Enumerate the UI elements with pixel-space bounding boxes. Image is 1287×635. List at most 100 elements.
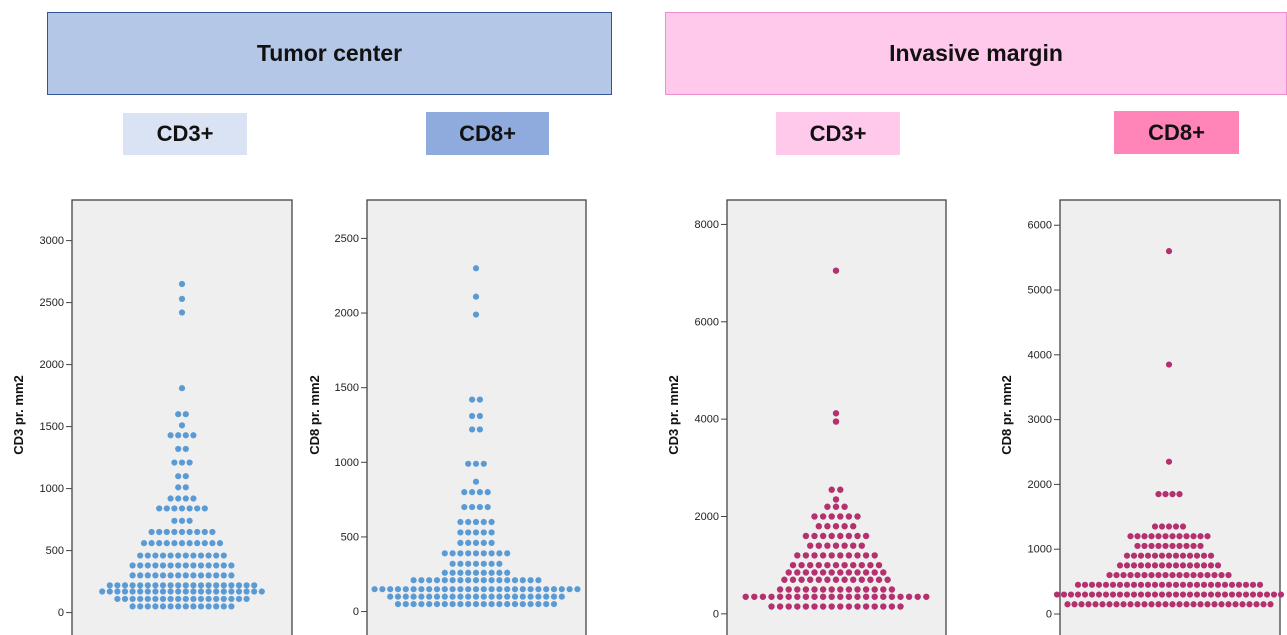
data-point (862, 603, 870, 610)
marker-tag-label: CD8+ (1148, 119, 1205, 145)
marker-tag-label: CD8+ (459, 120, 516, 146)
data-point (472, 518, 480, 526)
data-point (167, 552, 174, 559)
data-point (1207, 581, 1215, 588)
data-point (197, 603, 205, 610)
data-point (197, 588, 205, 595)
data-point (815, 542, 822, 549)
data-point (504, 586, 511, 593)
data-point (213, 562, 220, 569)
data-point (472, 601, 480, 608)
data-point (1141, 601, 1148, 608)
data-point (457, 577, 464, 584)
y-tick-label: 500 (46, 545, 64, 557)
data-point (1256, 581, 1264, 588)
data-point (1169, 542, 1176, 550)
y-tick-label: 0 (713, 608, 719, 620)
data-point (828, 603, 835, 610)
data-point (1148, 533, 1155, 540)
data-point (496, 601, 503, 608)
data-point (220, 603, 227, 610)
data-point (175, 411, 182, 418)
y-tick-label: 4000 (1028, 349, 1052, 361)
data-point (480, 577, 487, 584)
data-point (186, 459, 193, 466)
data-point (121, 588, 129, 595)
data-point (129, 588, 136, 595)
data-point (1193, 591, 1201, 598)
data-point (472, 311, 480, 318)
data-point (1172, 562, 1180, 569)
data-point (220, 562, 227, 569)
data-point (789, 576, 797, 583)
data-point (535, 577, 542, 584)
data-point (511, 586, 519, 593)
data-point (759, 593, 767, 600)
data-point (472, 586, 480, 593)
data-point (815, 523, 822, 530)
y-axis-label: CD3 pr. mm2 (666, 375, 681, 454)
data-point (182, 411, 189, 418)
data-point (175, 432, 182, 439)
data-point (228, 603, 235, 610)
data-point (178, 459, 186, 466)
data-point (140, 540, 148, 547)
data-point (845, 569, 853, 576)
data-point (178, 422, 186, 429)
data-point (190, 595, 197, 603)
data-point (449, 560, 456, 567)
y-tick-label: 4000 (695, 414, 719, 426)
data-point (480, 518, 487, 526)
data-point (1249, 581, 1257, 588)
data-point (1106, 601, 1113, 608)
data-point (182, 582, 189, 589)
data-point (457, 529, 464, 536)
data-point (441, 586, 448, 593)
data-point (469, 503, 476, 511)
data-point (472, 293, 480, 300)
data-point (243, 582, 250, 589)
data-point (137, 572, 144, 579)
data-point (186, 540, 193, 547)
data-point (152, 588, 159, 595)
data-point (798, 576, 805, 583)
marker-tag-label: CD3+ (156, 121, 214, 146)
data-point (1214, 591, 1222, 598)
data-point (182, 432, 189, 439)
data-point (504, 569, 511, 576)
data-point (484, 503, 491, 511)
dot-plot-margin-cd8: 0 1000 2000 3000 4000 5000 6000 CD8 pr. mm2 (999, 199, 1285, 635)
data-point (163, 540, 170, 547)
data-point (543, 586, 550, 593)
data-point (461, 489, 468, 496)
data-point (785, 603, 792, 610)
data-point (871, 569, 878, 576)
data-point (387, 586, 394, 593)
data-point (441, 550, 448, 557)
data-point (418, 593, 425, 600)
data-point (888, 603, 896, 610)
data-point (1151, 581, 1159, 588)
data-point (213, 595, 220, 603)
data-point (472, 529, 480, 536)
data-point (837, 532, 844, 540)
data-point (426, 577, 433, 584)
data-point (394, 593, 402, 600)
data-point (845, 532, 853, 540)
data-point (854, 552, 861, 559)
data-point (1141, 572, 1148, 579)
data-point (1204, 533, 1211, 540)
y-tick-label: 6000 (1028, 220, 1052, 232)
y-tick-label: 5000 (1028, 285, 1052, 297)
data-point (1102, 581, 1110, 588)
data-point (197, 582, 205, 589)
data-point (1085, 601, 1092, 608)
data-point (190, 432, 197, 439)
data-point (819, 569, 827, 576)
data-point (129, 582, 136, 589)
data-point (402, 593, 409, 600)
plot-area (1059, 199, 1281, 635)
data-point (1123, 591, 1131, 598)
data-point (488, 569, 495, 576)
data-point (880, 586, 887, 593)
